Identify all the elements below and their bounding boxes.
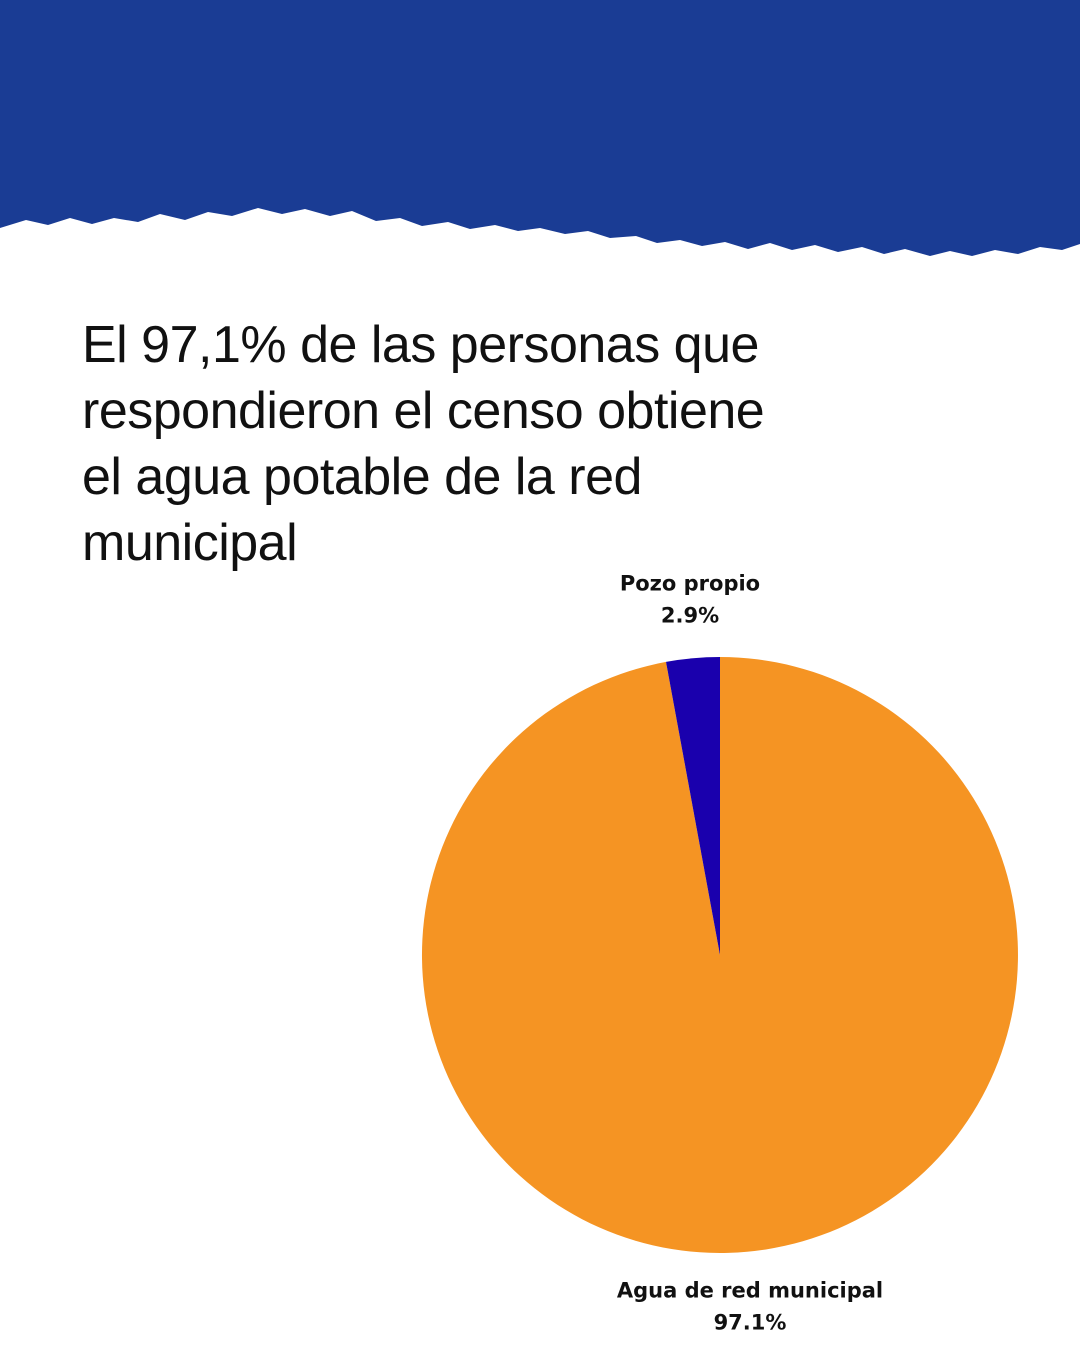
slice-value-label: 97.1% [714, 1311, 787, 1335]
slice-label: Pozo propio [620, 571, 760, 595]
slice-label: Agua de red municipal [617, 1279, 883, 1303]
slice-value-label: 2.9% [661, 603, 719, 627]
pie-label-agua-de-red-municipal: Agua de red municipal 97.1% [617, 1279, 883, 1335]
header-band-shape [0, 0, 1080, 256]
pie-label-pozo-propio: Pozo propio 2.9% [620, 571, 760, 627]
pie-slice-pozo-propio [666, 657, 720, 955]
header-torn-band [0, 0, 1080, 256]
pie-slice-agua-de-red-municipal [421, 657, 1018, 1253]
headline: El 97,1% de las personas que respondiero… [82, 316, 765, 572]
